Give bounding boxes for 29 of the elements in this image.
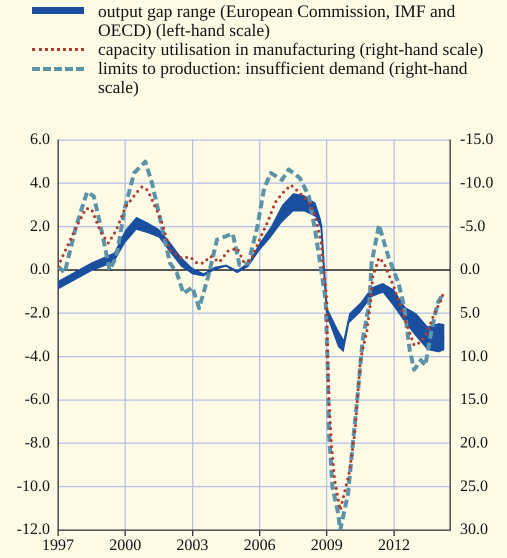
y-tick-label: 2.0 (30, 218, 50, 235)
x-tick-label: 2003 (176, 536, 208, 554)
x-tick-label: 2012 (378, 536, 410, 554)
y2-tick-label: 5.0 (460, 304, 480, 322)
y2-tick-label: 20.0 (460, 434, 488, 452)
y-tick-label: 4.0 (30, 174, 50, 192)
x-tick-label: 2009 (310, 536, 343, 554)
y-tick-label: -10.0 (16, 478, 50, 495)
legend-label: output gap range (European Commission, IMF and OECD) (left-hand scale) (98, 1, 456, 40)
y2-tick-label: 30.0 (460, 521, 488, 538)
x-tick-label: 1997 (42, 536, 74, 554)
x-tick-label: 2000 (109, 536, 142, 554)
x-tick-label: 2006 (244, 536, 276, 554)
y2-tick-label: 25.0 (460, 478, 488, 495)
y2-tick-label: -5.0 (460, 218, 486, 235)
y2-tick-label: 15.0 (460, 391, 488, 408)
y2-tick-label: -10.0 (460, 174, 494, 192)
y-tick-label: -2.0 (24, 304, 50, 322)
y-tick-label: 6.0 (30, 131, 50, 148)
y2-tick-label: 0.0 (460, 261, 480, 278)
y2-tick-label: 10.0 (460, 348, 488, 365)
y-tick-label: -8.0 (24, 434, 50, 452)
legend-label: limits to production: insufficient demand (right-hand scale) (98, 58, 468, 97)
y-tick-label: -12.0 (16, 521, 50, 538)
y2-tick-label: -15.0 (460, 131, 494, 148)
y-tick-label: 0.0 (30, 261, 50, 278)
legend-label: capacity utilisation in manufacturing (right-hand scale) (98, 39, 484, 59)
y-tick-label: -4.0 (24, 348, 50, 365)
y-tick-label: -6.0 (24, 391, 50, 408)
